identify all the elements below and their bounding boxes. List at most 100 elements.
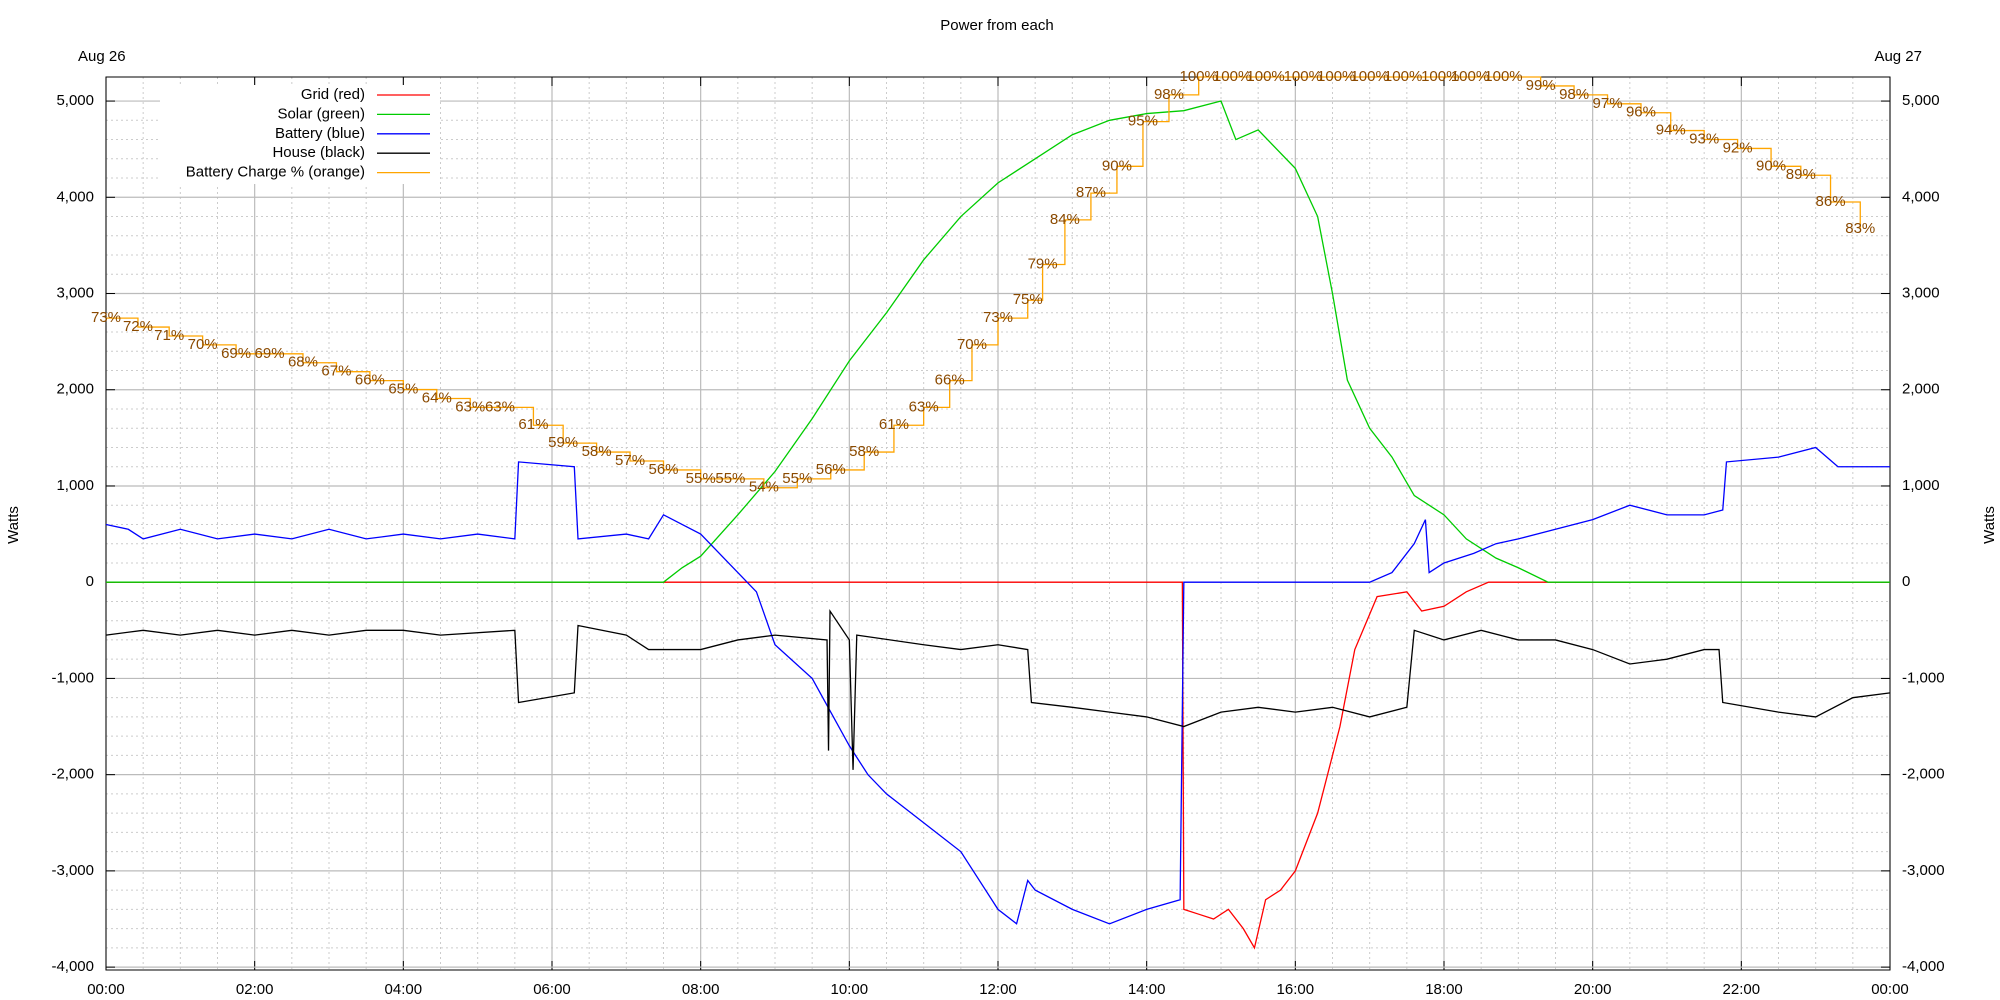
data-label: 56%: [648, 461, 678, 478]
data-label: 79%: [1028, 255, 1058, 272]
y-tick-label: -4,000: [51, 958, 94, 975]
data-label: 93%: [1689, 130, 1719, 147]
data-label: 58%: [582, 443, 612, 460]
x-tick-label: 04:00: [385, 981, 423, 998]
data-label: 95%: [1128, 113, 1158, 130]
data-label: 83%: [1845, 220, 1875, 237]
legend-label: Battery (blue): [275, 125, 365, 142]
legend-label: House (black): [272, 144, 365, 161]
y2-tick-label: -2,000: [1902, 766, 1945, 783]
x-tick-label: 06:00: [533, 981, 571, 998]
data-label: 65%: [388, 381, 418, 398]
data-label: 70%: [957, 336, 987, 353]
data-label: 100%: [1246, 68, 1284, 85]
data-label: 71%: [154, 327, 184, 344]
chart-title: Power from each: [940, 17, 1053, 34]
x-tick-label: 16:00: [1277, 981, 1315, 998]
y2-axis-label: Watts: [1981, 506, 1998, 544]
x-tick-label: 14:00: [1128, 981, 1166, 998]
y-tick-label: 1,000: [56, 477, 94, 494]
x-tick-label: 00:00: [1871, 981, 1909, 998]
legend-label: Battery Charge % (orange): [186, 164, 365, 181]
data-label: 96%: [1626, 104, 1656, 121]
x-tick-label: 02:00: [236, 981, 274, 998]
series-line: [105, 608, 1891, 770]
y2-tick-label: 5,000: [1902, 92, 1940, 109]
data-label: 94%: [1656, 122, 1686, 139]
x-tick-label: 08:00: [682, 981, 720, 998]
data-label: 100%: [1350, 68, 1388, 85]
y2-tick-label: 3,000: [1902, 284, 1940, 301]
data-label: 59%: [548, 434, 578, 451]
data-label: 54%: [749, 479, 779, 496]
x-tick-label: 12:00: [979, 981, 1017, 998]
legend-label: Grid (red): [301, 86, 365, 103]
y-tick-label: -1,000: [51, 669, 94, 686]
date-left: Aug 26: [78, 48, 126, 65]
data-label: 63%: [485, 398, 515, 415]
data-label: 75%: [1013, 291, 1043, 308]
data-label: 100%: [1484, 68, 1522, 85]
series-line: [106, 76, 1861, 489]
data-label: 57%: [615, 452, 645, 469]
data-label: 63%: [909, 398, 939, 415]
data-label: 98%: [1559, 86, 1589, 103]
y2-tick-label: 4,000: [1902, 188, 1940, 205]
data-label: 98%: [1154, 86, 1184, 103]
data-label: 90%: [1102, 157, 1132, 174]
data-label: 69%: [221, 345, 251, 362]
y2-tick-label: 2,000: [1902, 381, 1940, 398]
data-label: 68%: [288, 354, 318, 371]
data-label: 73%: [983, 309, 1013, 326]
y2-tick-label: 0: [1902, 573, 1910, 590]
data-label: 67%: [321, 363, 351, 380]
data-label: 100%: [1421, 68, 1459, 85]
data-label: 97%: [1593, 95, 1623, 112]
y2-tick-label: -1,000: [1902, 669, 1945, 686]
y-axis-label: Watts: [5, 506, 22, 544]
data-label: 89%: [1786, 166, 1816, 183]
data-label: 100%: [1180, 68, 1218, 85]
data-label: 92%: [1723, 139, 1753, 156]
series-line: [106, 581, 1890, 950]
y-tick-label: 0: [86, 573, 94, 590]
x-tick-label: 10:00: [831, 981, 869, 998]
data-label: 55%: [686, 470, 716, 487]
data-label: 55%: [782, 470, 812, 487]
x-tick-label: 22:00: [1723, 981, 1761, 998]
data-label: 100%: [1213, 68, 1251, 85]
x-tick-label: 00:00: [87, 981, 125, 998]
data-label: 72%: [123, 318, 153, 335]
legend-box: [160, 85, 440, 184]
data-label: 84%: [1050, 211, 1080, 228]
data-label: 86%: [1816, 193, 1846, 210]
y2-tick-label: 1,000: [1902, 477, 1940, 494]
y-tick-label: 4,000: [56, 188, 94, 205]
data-label: 69%: [255, 345, 285, 362]
data-label: 100%: [1451, 68, 1489, 85]
y-tick-label: -2,000: [51, 766, 94, 783]
data-label: 100%: [1384, 68, 1422, 85]
x-tick-label: 18:00: [1425, 981, 1463, 998]
data-label: 66%: [935, 372, 965, 389]
data-label: 63%: [455, 398, 485, 415]
data-label: 99%: [1526, 77, 1556, 94]
data-label: 55%: [715, 470, 745, 487]
date-right: Aug 27: [1874, 48, 1922, 65]
plot-border: [105, 76, 1891, 971]
data-label: 61%: [518, 416, 548, 433]
data-label: 61%: [879, 416, 909, 433]
legend-label: Solar (green): [277, 105, 365, 122]
y-tick-label: 3,000: [56, 284, 94, 301]
data-label: 66%: [355, 372, 385, 389]
data-label: 73%: [91, 309, 121, 326]
x-tick-label: 20:00: [1574, 981, 1612, 998]
data-label: 90%: [1756, 157, 1786, 174]
y2-tick-label: -4,000: [1902, 958, 1945, 975]
y-tick-label: 2,000: [56, 381, 94, 398]
series-line: [105, 446, 1890, 925]
data-label: 56%: [816, 461, 846, 478]
data-label: 100%: [1317, 68, 1355, 85]
y-tick-label: 5,000: [56, 92, 94, 109]
